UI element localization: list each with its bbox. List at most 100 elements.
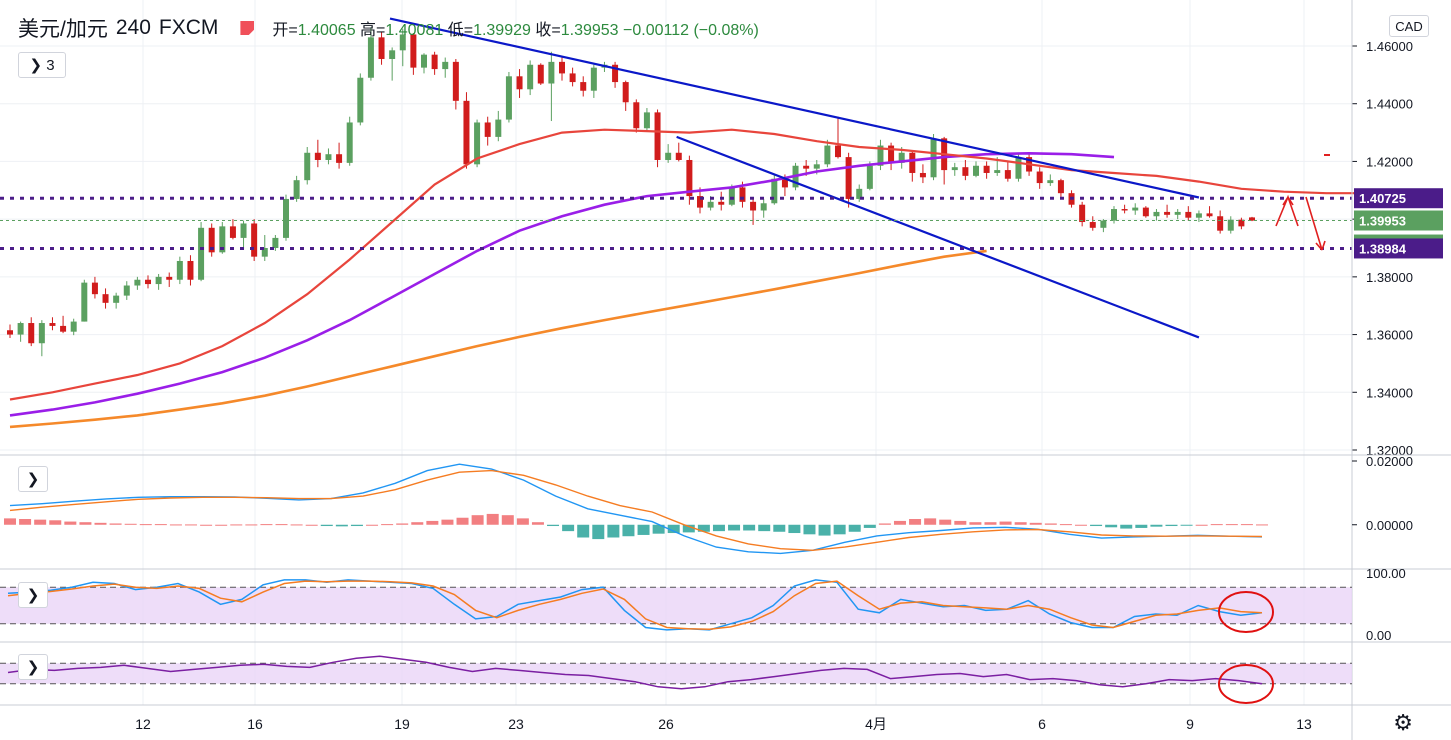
currency-button[interactable]: CAD xyxy=(1389,15,1429,37)
candle xyxy=(1111,209,1117,221)
candle xyxy=(442,61,449,70)
macd-bar xyxy=(1165,524,1178,527)
macd-bar xyxy=(109,523,122,525)
candle xyxy=(272,237,279,248)
candle xyxy=(643,112,650,129)
macd-bar xyxy=(728,524,741,531)
candle xyxy=(1142,207,1149,217)
y-tick-label: 0.00 xyxy=(1366,628,1391,643)
macd-bar xyxy=(577,524,590,538)
chevron-right-icon: ❯ xyxy=(26,471,40,488)
trendline xyxy=(676,135,1200,339)
chart-header: 美元/加元 240 FXCM 开=1.40065 高=1.40081 低=1.3… xyxy=(18,14,759,42)
macd-bar xyxy=(999,521,1012,525)
candle xyxy=(888,145,895,163)
ma-purple-line xyxy=(9,151,1115,417)
rsi-pane-toggle[interactable]: ❯ xyxy=(18,654,48,680)
change-value: −0.00112 (−0.08%) xyxy=(623,22,759,39)
macd-bar xyxy=(637,524,650,535)
arrow-down-annotation xyxy=(1305,196,1326,251)
candle xyxy=(91,282,98,295)
candle xyxy=(336,154,343,163)
candle xyxy=(261,248,268,257)
macd-bar xyxy=(1135,524,1148,528)
candle xyxy=(346,122,353,163)
macd-bar xyxy=(396,523,409,525)
candle xyxy=(145,279,151,285)
candle xyxy=(951,167,958,171)
macd-bar xyxy=(94,522,107,525)
macd-bar xyxy=(893,520,906,525)
macd-bar xyxy=(1180,524,1193,526)
close-label: 收= xyxy=(535,22,561,39)
macd-bar xyxy=(788,524,801,534)
indicators-toggle-button[interactable]: ❯ 3 xyxy=(18,52,66,78)
candle xyxy=(813,164,820,169)
macd-bar xyxy=(652,524,665,534)
stoch-pane-toggle[interactable]: ❯ xyxy=(18,582,48,608)
macd-bar xyxy=(562,524,575,532)
y-tick-label: 1.32000 xyxy=(1366,443,1413,458)
candle xyxy=(325,154,332,160)
candle xyxy=(1047,180,1054,184)
macd-bar xyxy=(1195,524,1208,526)
candle xyxy=(1174,211,1181,215)
candle xyxy=(856,188,863,199)
candle xyxy=(781,178,788,188)
interval-label[interactable]: 240 xyxy=(115,16,151,39)
candle xyxy=(304,152,311,181)
candle xyxy=(474,122,481,165)
gear-icon[interactable]: ⚙ xyxy=(1393,710,1413,735)
low-label: 低= xyxy=(447,22,474,39)
candle xyxy=(495,119,502,137)
y-tick-label: 1.36000 xyxy=(1366,328,1413,343)
circle-annotation xyxy=(1218,664,1274,704)
candle xyxy=(28,323,35,344)
candle xyxy=(452,61,459,101)
candle xyxy=(484,122,491,137)
macd-bar xyxy=(1074,524,1087,526)
macd-bar xyxy=(607,524,620,538)
candle xyxy=(559,61,565,74)
macd-bar xyxy=(1225,524,1238,526)
candle xyxy=(760,203,767,211)
candle xyxy=(17,323,24,335)
band-fill xyxy=(0,587,1352,624)
candle xyxy=(81,282,88,322)
candle xyxy=(38,323,45,344)
candle xyxy=(739,187,746,202)
ma-orange-line xyxy=(9,249,987,429)
macd-bar xyxy=(79,522,92,525)
macd-bar xyxy=(592,524,605,540)
symbol-name[interactable]: 美元/加元 xyxy=(18,18,108,41)
macd-bar xyxy=(215,524,228,526)
macd-bar xyxy=(471,515,484,525)
candle xyxy=(983,165,990,173)
candle xyxy=(622,82,629,103)
candle xyxy=(548,61,555,84)
candle xyxy=(463,100,470,165)
candle xyxy=(1004,170,1011,179)
macd-bar xyxy=(969,522,982,525)
candle xyxy=(898,152,905,163)
macd-pane-toggle[interactable]: ❯ xyxy=(18,466,48,492)
macd-bar xyxy=(697,524,710,532)
macd-bar xyxy=(1014,522,1027,525)
low-value: 1.39929 xyxy=(473,22,531,39)
candle xyxy=(866,165,873,189)
price-label: 1.39953 xyxy=(1359,213,1406,228)
candle xyxy=(1121,209,1128,211)
macd-bar xyxy=(381,524,394,526)
candle xyxy=(527,64,534,90)
macd-bar xyxy=(984,522,997,525)
candle xyxy=(516,76,523,90)
macd-bar xyxy=(124,523,137,525)
y-tick-label: 1.38000 xyxy=(1366,270,1413,285)
candle xyxy=(654,112,661,160)
macd-bar xyxy=(667,524,680,534)
macd-bar xyxy=(878,523,891,525)
candle xyxy=(824,145,831,165)
macd-bar xyxy=(456,517,469,525)
candle xyxy=(102,294,109,303)
